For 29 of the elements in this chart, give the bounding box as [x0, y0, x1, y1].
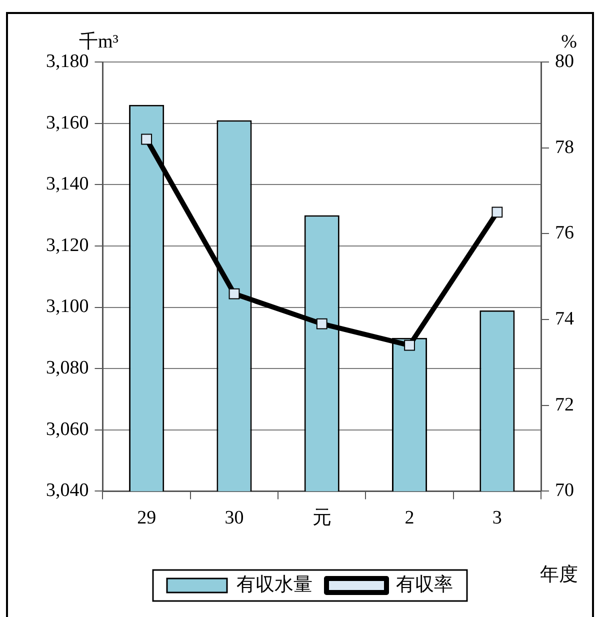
- y-tick-label: 3,060: [46, 418, 89, 440]
- y2-tick-label: 76: [555, 222, 574, 244]
- y-tick-label: 3,100: [46, 296, 89, 318]
- point: [228, 288, 240, 300]
- x-tick-label: 3: [492, 508, 502, 529]
- point: [316, 318, 328, 330]
- x-tick-label: 30: [224, 508, 244, 529]
- point: [492, 206, 503, 218]
- legend-label: 有収率: [396, 573, 453, 596]
- y-tick-label: 3,180: [46, 50, 89, 72]
- y2-tick-label: 74: [555, 308, 574, 330]
- y2-tick-label: 72: [555, 394, 574, 416]
- y-axis-title: 千m³: [79, 31, 119, 52]
- y-tick-label: 3,140: [46, 174, 89, 195]
- x-tick-label: 元: [312, 508, 332, 529]
- y2-axis-title: %: [561, 31, 578, 52]
- y2-tick-label: 70: [555, 480, 574, 502]
- y2-tick-label: 78: [555, 136, 574, 158]
- y-tick-label: 3,040: [46, 480, 89, 502]
- x-axis-title: 年度: [540, 563, 578, 586]
- point: [141, 134, 152, 145]
- x-tick-label: 29: [137, 508, 156, 529]
- x-tick-label: 2: [404, 508, 414, 529]
- y2-tick-label: 80: [555, 50, 574, 72]
- point: [404, 340, 415, 351]
- y-tick-label: 3,120: [46, 234, 89, 256]
- y-tick-label: 3,080: [46, 358, 89, 379]
- legend-label: 有収水量: [236, 574, 312, 596]
- y-tick-label: 3,160: [46, 112, 89, 134]
